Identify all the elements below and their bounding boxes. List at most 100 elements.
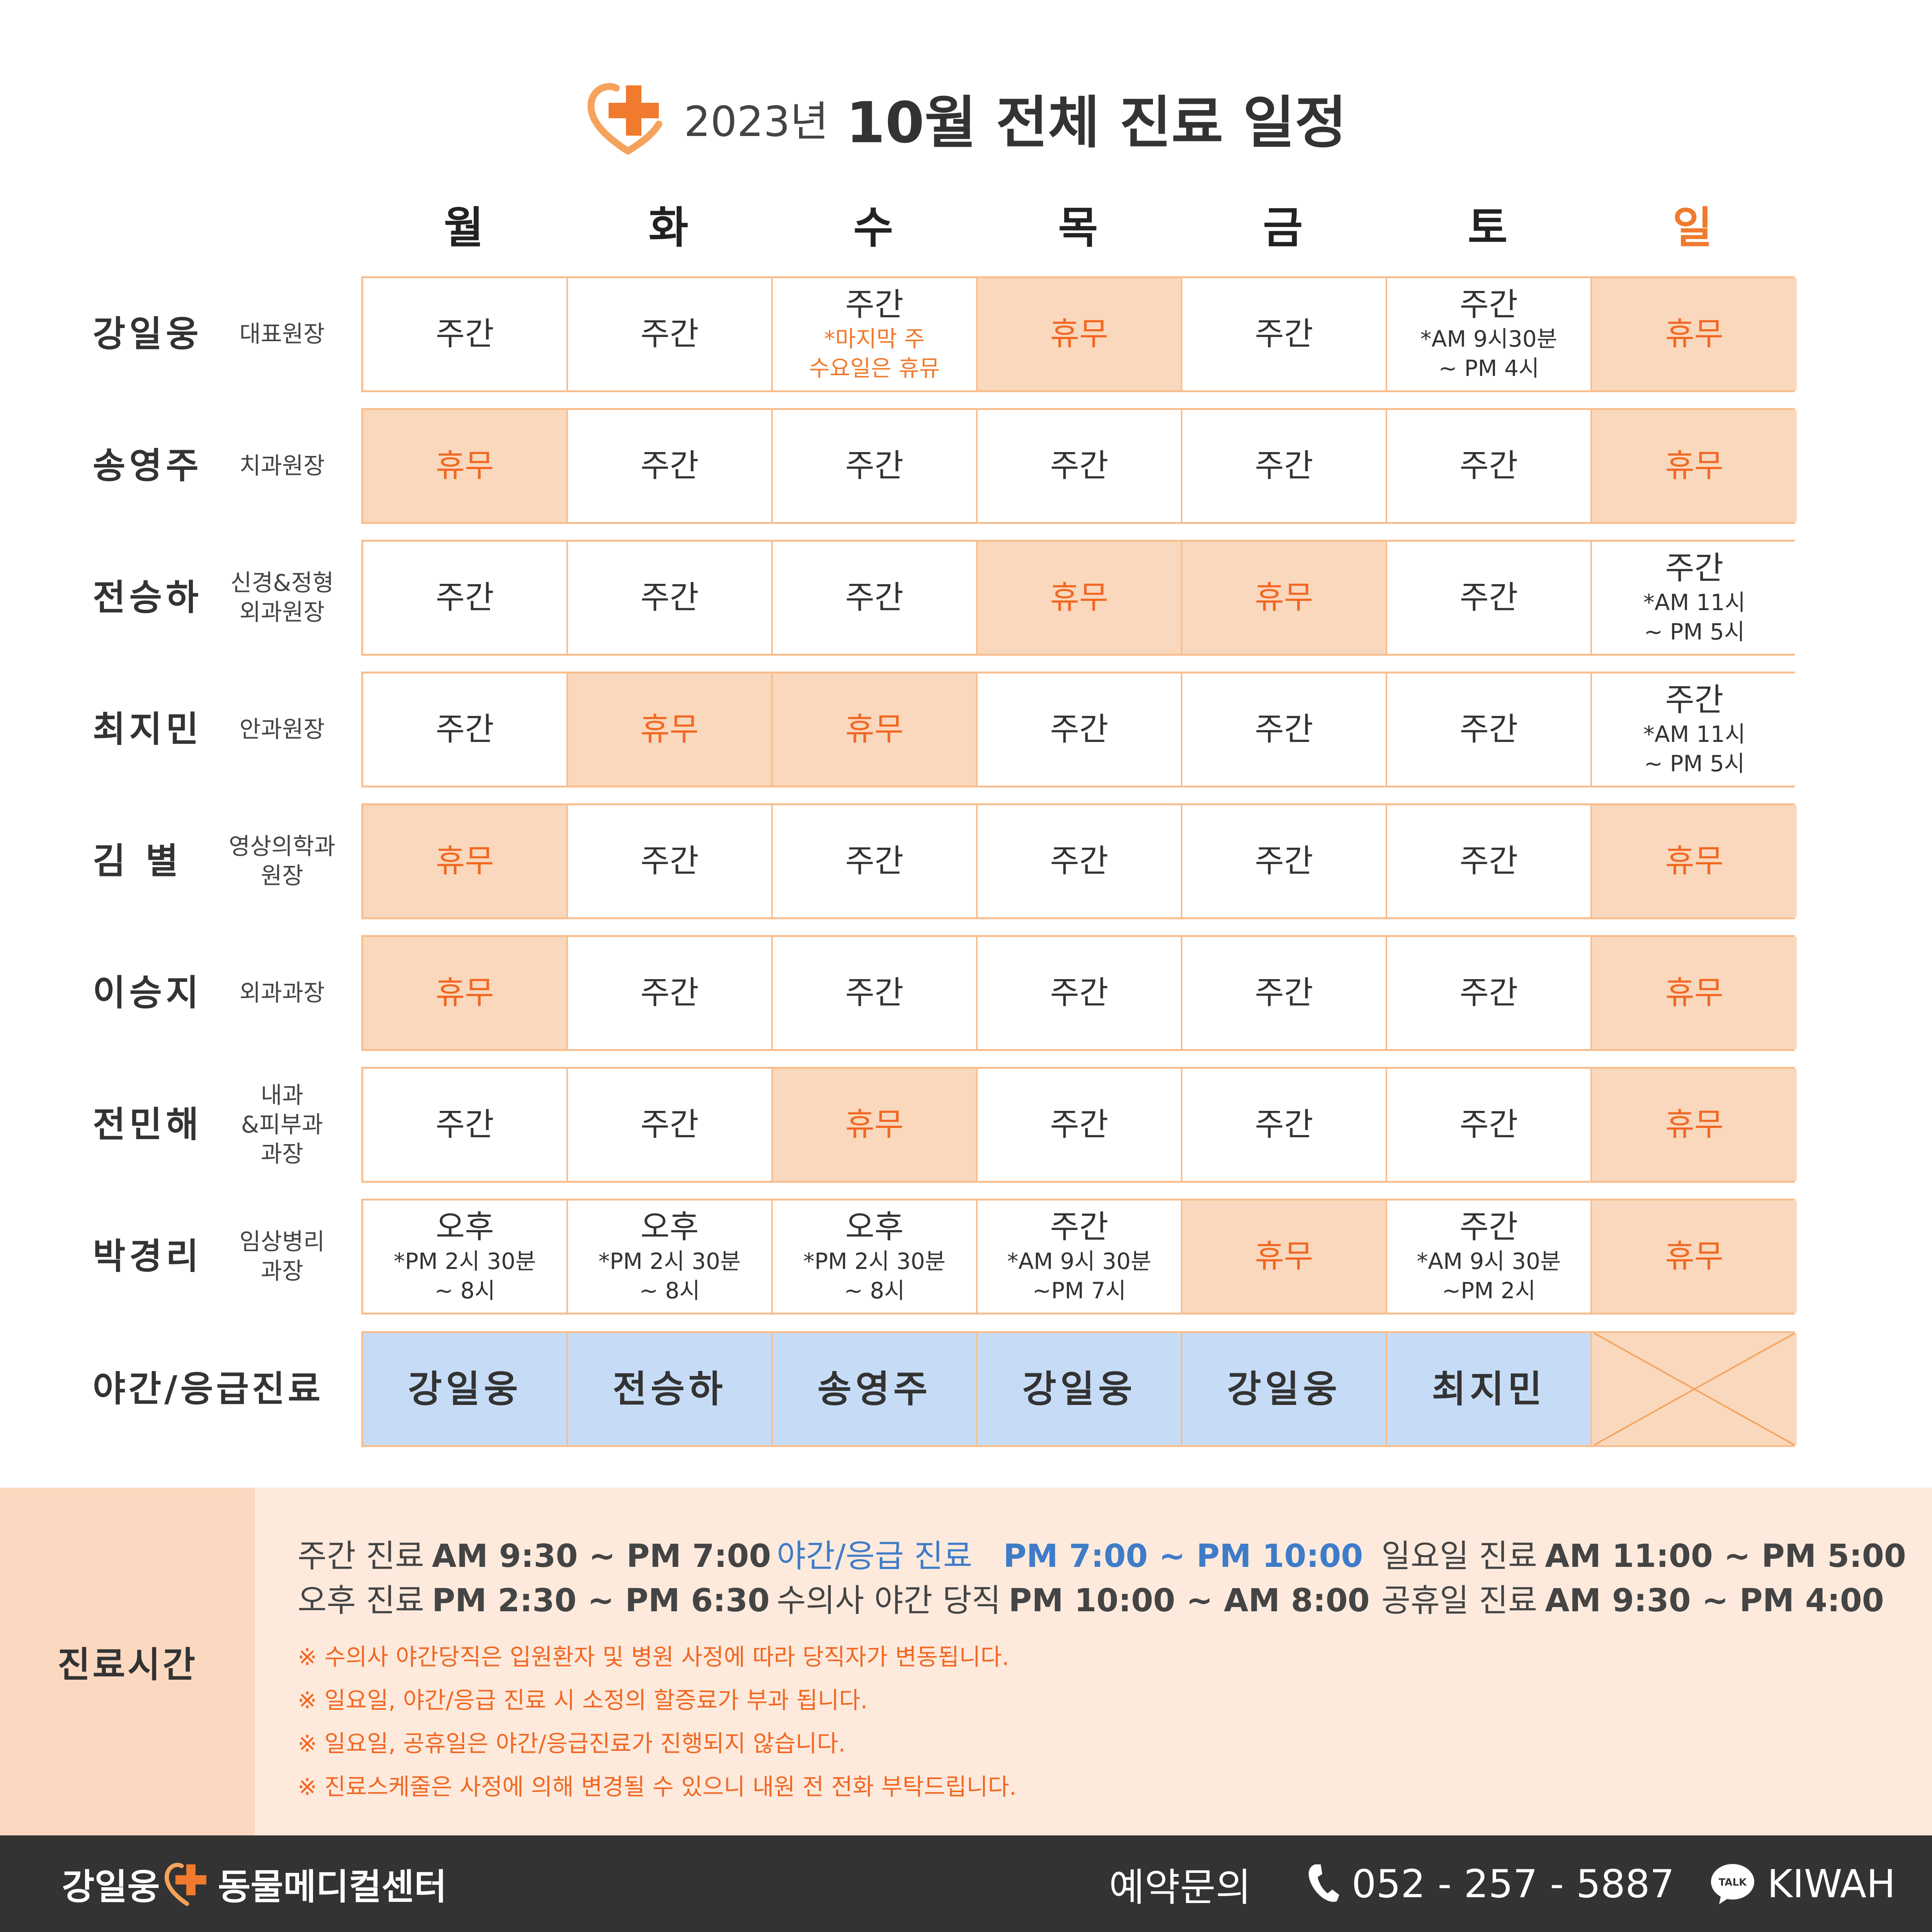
doctor-row: 전승하 신경&정형 외과원장 주간 주간 주간 휴무 휴무 주간 주간 *AM 11시 ~ PM … bbox=[0, 540, 1932, 656]
night-emergency-row: 야간/응급진료 강일웅 전승하 송영주 강일웅 강일웅 최지민 bbox=[0, 1331, 1932, 1447]
heart-cross-logo-icon bbox=[165, 1862, 206, 1906]
schedule-cell-tue: 주간 bbox=[568, 805, 773, 917]
title-year: 2023년 bbox=[684, 97, 829, 146]
doctor-role: 영상의학과 원장 bbox=[229, 833, 335, 889]
schedule-cell-sat: 주간 bbox=[1387, 805, 1592, 917]
shift-label: 주간 bbox=[1255, 316, 1313, 352]
shift-label: 주간 bbox=[640, 843, 699, 879]
schedule-cell-fri: 주간 bbox=[1182, 278, 1387, 390]
shift-note: *AM 11시 ~ PM 5시 bbox=[1643, 721, 1746, 777]
schedule-cell-wed: 주간 bbox=[773, 410, 978, 522]
shift-label: 휴무 bbox=[1050, 579, 1109, 616]
phone-number[interactable]: 052 - 257 - 5887 bbox=[1352, 1861, 1675, 1906]
schedule-cell-thu: 주간 bbox=[978, 410, 1182, 522]
doctor-role: 내과 &피부과 과장 bbox=[241, 1082, 323, 1168]
schedule-cell-fri: 휴무 bbox=[1182, 1201, 1387, 1313]
hours-item-vet-night-duty: 수의사 야간 당직 PM 10:00 ~ AM 8:00 bbox=[777, 1582, 1370, 1619]
shift-label: 주간 bbox=[1255, 711, 1313, 748]
shift-label: 주간 bbox=[1459, 843, 1518, 879]
schedule-cell-mon: 주간 bbox=[363, 542, 568, 654]
doctor-row: 박경리 임상병리 과장 오후 *PM 2시 30분 ~ 8시 오후 *PM 2시 30분 … bbox=[0, 1199, 1932, 1315]
shift-label: 주간 bbox=[845, 975, 904, 1011]
doctor-role: 안과원장 bbox=[239, 716, 325, 743]
schedule-cell-mon: 오후 *PM 2시 30분 ~ 8시 bbox=[363, 1201, 568, 1313]
schedule-cell-sun: 휴무 bbox=[1592, 410, 1797, 522]
shift-label: 주간 bbox=[1665, 550, 1724, 587]
schedule-cell-fri: 주간 bbox=[1182, 410, 1387, 522]
day-sat: 토 bbox=[1468, 203, 1508, 253]
doctor-row: 강일웅 대표원장 주간 주간 주간 *마지막 주 수요일은 휴뮤 휴무 주간 주간 *AM 9시3… bbox=[0, 276, 1932, 392]
shift-label: 휴무 bbox=[1665, 447, 1724, 484]
shift-label: 오후 bbox=[845, 1209, 904, 1245]
schedule-cell-sun: 휴무 bbox=[1592, 1201, 1797, 1313]
hours-note: ※ 일요일, 공휴일은 야간/응급진료가 진행되지 않습니다. bbox=[298, 1730, 846, 1757]
shift-label: 주간 bbox=[845, 579, 904, 616]
shift-label: 주간 bbox=[435, 711, 494, 748]
schedule-cells: 주간 주간 휴무 주간 주간 주간 휴무 bbox=[361, 1067, 1797, 1183]
shift-label: 휴무 bbox=[1665, 316, 1724, 352]
schedule-cell-sat: 주간 bbox=[1387, 937, 1592, 1049]
shift-label: 주간 bbox=[640, 1106, 699, 1143]
hours-note: ※ 수의사 야간당직은 입원환자 및 병원 사정에 따라 당직자가 변동됩니다. bbox=[298, 1644, 1009, 1671]
schedule-cell-mon: 휴무 bbox=[363, 410, 568, 522]
hours-label: 진료시간 bbox=[0, 1488, 255, 1835]
inquiry-label: 예약문의 bbox=[1109, 1864, 1251, 1910]
doctor-role: 외과과장 bbox=[239, 980, 325, 1007]
day-header-row: 월 화 수 목 금 토 일 bbox=[361, 197, 1795, 259]
shift-label: 주간 bbox=[1459, 579, 1518, 616]
schedule-cell-fri: 주간 bbox=[1182, 937, 1387, 1049]
schedule-cell-wed: 휴무 bbox=[773, 1069, 978, 1181]
shift-label: 휴무 bbox=[640, 711, 699, 748]
doctor-name: 전민해 bbox=[93, 1104, 202, 1145]
schedule-cell-sun: 휴무 bbox=[1592, 805, 1797, 917]
shift-note: *AM 9시 30분 ~PM 7시 bbox=[1007, 1248, 1151, 1304]
schedule-cell-sat: 주간 bbox=[1387, 673, 1592, 786]
night-cells: 강일웅 전승하 송영주 강일웅 강일웅 최지민 bbox=[361, 1331, 1797, 1447]
shift-label: 휴무 bbox=[1665, 1106, 1724, 1143]
day-sun: 일 bbox=[1672, 203, 1713, 253]
day-thu: 목 bbox=[1058, 203, 1098, 253]
day-tue: 화 bbox=[648, 203, 689, 253]
shift-label: 휴무 bbox=[435, 843, 494, 879]
shift-note: *PM 2시 30분 ~ 8시 bbox=[803, 1248, 946, 1304]
brand-left: 강일웅 bbox=[62, 1866, 160, 1908]
shift-label: 주간 bbox=[640, 316, 699, 352]
shift-label: 주간 bbox=[1255, 975, 1313, 1011]
shift-label: 주간 bbox=[1665, 682, 1724, 718]
schedule-cell-tue: 휴무 bbox=[568, 673, 773, 786]
schedule-cells: 휴무 주간 주간 주간 주간 주간 휴무 bbox=[361, 408, 1797, 524]
schedule-cell-thu: 주간 bbox=[978, 805, 1182, 917]
shift-label: 주간 bbox=[1255, 1106, 1313, 1143]
shift-note: *AM 9시 30분 ~PM 2시 bbox=[1417, 1248, 1561, 1304]
night-cell-sun-crossed bbox=[1592, 1333, 1797, 1445]
schedule-cells: 주간 주간 주간 *마지막 주 수요일은 휴뮤 휴무 주간 주간 *AM 9시30분 ~ PM… bbox=[361, 276, 1797, 392]
cross-mark-icon bbox=[1594, 1333, 1795, 1445]
shift-note: *마지막 주 수요일은 휴뮤 bbox=[809, 326, 940, 381]
footer-bar: 강일웅 동물메디컬센터 예약문의 052 - 257 - 5887 TALK K… bbox=[0, 1835, 1932, 1932]
doctor-name: 전승하 bbox=[93, 577, 202, 618]
night-cell-thu: 강일웅 bbox=[978, 1333, 1182, 1445]
doctor-name: 이승지 bbox=[93, 972, 202, 1014]
doctor-row: 이승지 외과과장 휴무 주간 주간 주간 주간 주간 휴무 bbox=[0, 935, 1932, 1051]
kakao-id[interactable]: KIWAH bbox=[1767, 1861, 1896, 1906]
doctor-row: 송영주 치과원장 휴무 주간 주간 주간 주간 주간 휴무 bbox=[0, 408, 1932, 524]
schedule-cell-wed: 주간 bbox=[773, 937, 978, 1049]
doctor-name: 송영주 bbox=[93, 445, 202, 486]
day-wed: 수 bbox=[853, 203, 893, 253]
shift-label: 휴무 bbox=[1050, 316, 1109, 352]
shift-label: 주간 bbox=[845, 447, 904, 484]
doctor-row: 전민해 내과 &피부과 과장 주간 주간 휴무 주간 주간 주간 휴무 bbox=[0, 1067, 1932, 1183]
night-cell-fri: 강일웅 bbox=[1182, 1333, 1387, 1445]
doctor-role: 신경&정형 외과원장 bbox=[230, 570, 334, 626]
schedule-cell-mon: 휴무 bbox=[363, 805, 568, 917]
shift-label: 주간 bbox=[1050, 843, 1109, 879]
schedule-cell-tue: 주간 bbox=[568, 278, 773, 390]
shift-label: 주간 bbox=[1050, 447, 1109, 484]
night-cell-sat: 최지민 bbox=[1387, 1333, 1592, 1445]
hours-item-night: 야간/응급 진료 PM 7:00 ~ PM 10:00 bbox=[777, 1538, 1363, 1575]
hours-item-day: 주간 진료 AM 9:30 ~ PM 7:00 bbox=[298, 1538, 771, 1575]
shift-label: 휴무 bbox=[1665, 843, 1724, 879]
schedule-cells: 오후 *PM 2시 30분 ~ 8시 오후 *PM 2시 30분 ~ 8시 오후 *PM … bbox=[361, 1199, 1797, 1315]
schedule-cell-tue: 주간 bbox=[568, 1069, 773, 1181]
shift-label: 주간 bbox=[640, 447, 699, 484]
